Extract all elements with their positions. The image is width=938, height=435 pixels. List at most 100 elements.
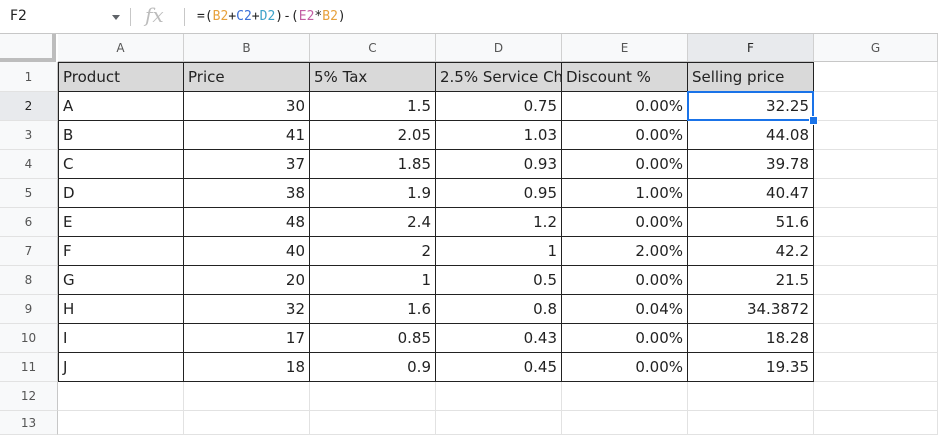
cell-b11[interactable]: 18 bbox=[184, 353, 310, 382]
cell-f13[interactable] bbox=[688, 411, 814, 435]
cell-f10[interactable]: 18.28 bbox=[688, 324, 814, 353]
cell-e13[interactable] bbox=[562, 411, 688, 435]
cell-a5[interactable]: D bbox=[58, 179, 184, 208]
cell-d6[interactable]: 1.2 bbox=[436, 208, 562, 237]
cell-a2[interactable]: A bbox=[58, 92, 184, 121]
cell-g7[interactable] bbox=[814, 237, 938, 266]
cell-g5[interactable] bbox=[814, 179, 938, 208]
cell-c10[interactable]: 0.85 bbox=[310, 324, 436, 353]
cell-c11[interactable]: 0.9 bbox=[310, 353, 436, 382]
cell-c3[interactable]: 2.05 bbox=[310, 121, 436, 150]
cell-b9[interactable]: 32 bbox=[184, 295, 310, 324]
cell-e9[interactable]: 0.04% bbox=[562, 295, 688, 324]
cell-g1[interactable] bbox=[814, 62, 938, 92]
cell-e10[interactable]: 0.00% bbox=[562, 324, 688, 353]
cell-g4[interactable] bbox=[814, 150, 938, 179]
cell-a1[interactable]: Product bbox=[58, 62, 184, 92]
row-header-2[interactable]: 2 bbox=[0, 92, 58, 121]
cell-c12[interactable] bbox=[310, 382, 436, 411]
cell-d12[interactable] bbox=[436, 382, 562, 411]
cell-c9[interactable]: 1.6 bbox=[310, 295, 436, 324]
row-header-10[interactable]: 10 bbox=[0, 324, 58, 353]
row-header-6[interactable]: 6 bbox=[0, 208, 58, 237]
cell-d4[interactable]: 0.93 bbox=[436, 150, 562, 179]
cell-d2[interactable]: 0.75 bbox=[436, 92, 562, 121]
cell-f12[interactable] bbox=[688, 382, 814, 411]
cell-e8[interactable]: 0.00% bbox=[562, 266, 688, 295]
cell-a6[interactable]: E bbox=[58, 208, 184, 237]
cell-a7[interactable]: F bbox=[58, 237, 184, 266]
cell-f3[interactable]: 44.08 bbox=[688, 121, 814, 150]
cell-b12[interactable] bbox=[184, 382, 310, 411]
row-header-12[interactable]: 12 bbox=[0, 382, 58, 411]
cell-g2[interactable] bbox=[814, 92, 938, 121]
cell-b5[interactable]: 38 bbox=[184, 179, 310, 208]
row-header-4[interactable]: 4 bbox=[0, 150, 58, 179]
column-header-e[interactable]: E bbox=[562, 34, 688, 62]
cell-g3[interactable] bbox=[814, 121, 938, 150]
cell-a13[interactable] bbox=[58, 411, 184, 435]
cell-d11[interactable]: 0.45 bbox=[436, 353, 562, 382]
cell-b7[interactable]: 40 bbox=[184, 237, 310, 266]
select-all-corner[interactable] bbox=[0, 34, 56, 62]
cell-e6[interactable]: 0.00% bbox=[562, 208, 688, 237]
formula-input[interactable]: =(B2+C2+D2)-(E2*B2) bbox=[197, 9, 346, 24]
cell-f2[interactable]: 32.25 bbox=[688, 92, 814, 121]
cell-b3[interactable]: 41 bbox=[184, 121, 310, 150]
column-header-d[interactable]: D bbox=[436, 34, 562, 62]
cell-f6[interactable]: 51.6 bbox=[688, 208, 814, 237]
cell-a12[interactable] bbox=[58, 382, 184, 411]
cell-a9[interactable]: H bbox=[58, 295, 184, 324]
cell-b10[interactable]: 17 bbox=[184, 324, 310, 353]
cell-a3[interactable]: B bbox=[58, 121, 184, 150]
cell-b8[interactable]: 20 bbox=[184, 266, 310, 295]
row-header-9[interactable]: 9 bbox=[0, 295, 58, 324]
cell-f11[interactable]: 19.35 bbox=[688, 353, 814, 382]
cell-d8[interactable]: 0.5 bbox=[436, 266, 562, 295]
cell-g12[interactable] bbox=[814, 382, 938, 411]
cell-c5[interactable]: 1.9 bbox=[310, 179, 436, 208]
cell-e4[interactable]: 0.00% bbox=[562, 150, 688, 179]
column-header-a[interactable]: A bbox=[58, 34, 184, 62]
cell-d10[interactable]: 0.43 bbox=[436, 324, 562, 353]
cell-e12[interactable] bbox=[562, 382, 688, 411]
cell-e2[interactable]: 0.00% bbox=[562, 92, 688, 121]
cell-c6[interactable]: 2.4 bbox=[310, 208, 436, 237]
row-header-13[interactable]: 13 bbox=[0, 411, 58, 435]
row-header-3[interactable]: 3 bbox=[0, 121, 58, 150]
cell-c8[interactable]: 1 bbox=[310, 266, 436, 295]
cell-d9[interactable]: 0.8 bbox=[436, 295, 562, 324]
cell-f7[interactable]: 42.2 bbox=[688, 237, 814, 266]
cell-e1[interactable]: Discount % bbox=[562, 62, 688, 92]
cell-b1[interactable]: Price bbox=[184, 62, 310, 92]
cell-g6[interactable] bbox=[814, 208, 938, 237]
cell-d7[interactable]: 1 bbox=[436, 237, 562, 266]
cell-a4[interactable]: C bbox=[58, 150, 184, 179]
fill-handle[interactable] bbox=[809, 116, 818, 125]
cell-a10[interactable]: I bbox=[58, 324, 184, 353]
row-header-5[interactable]: 5 bbox=[0, 179, 58, 208]
row-header-11[interactable]: 11 bbox=[0, 353, 58, 382]
cell-b13[interactable] bbox=[184, 411, 310, 435]
cell-c7[interactable]: 2 bbox=[310, 237, 436, 266]
row-header-7[interactable]: 7 bbox=[0, 237, 58, 266]
cell-e3[interactable]: 0.00% bbox=[562, 121, 688, 150]
cell-a8[interactable]: G bbox=[58, 266, 184, 295]
cell-d13[interactable] bbox=[436, 411, 562, 435]
cell-d1[interactable]: 2.5% Service Charge bbox=[436, 62, 562, 92]
cell-a11[interactable]: J bbox=[58, 353, 184, 382]
cell-f9[interactable]: 34.3872 bbox=[688, 295, 814, 324]
cell-c4[interactable]: 1.85 bbox=[310, 150, 436, 179]
chevron-down-icon[interactable] bbox=[112, 15, 120, 20]
cell-f1[interactable]: Selling price bbox=[688, 62, 814, 92]
cell-e5[interactable]: 1.00% bbox=[562, 179, 688, 208]
cell-f5[interactable]: 40.47 bbox=[688, 179, 814, 208]
cell-e11[interactable]: 0.00% bbox=[562, 353, 688, 382]
cell-g13[interactable] bbox=[814, 411, 938, 435]
row-header-1[interactable]: 1 bbox=[0, 62, 58, 92]
row-header-8[interactable]: 8 bbox=[0, 266, 58, 295]
cell-g11[interactable] bbox=[814, 353, 938, 382]
cell-c1[interactable]: 5% Tax bbox=[310, 62, 436, 92]
cell-b6[interactable]: 48 bbox=[184, 208, 310, 237]
cell-e7[interactable]: 2.00% bbox=[562, 237, 688, 266]
